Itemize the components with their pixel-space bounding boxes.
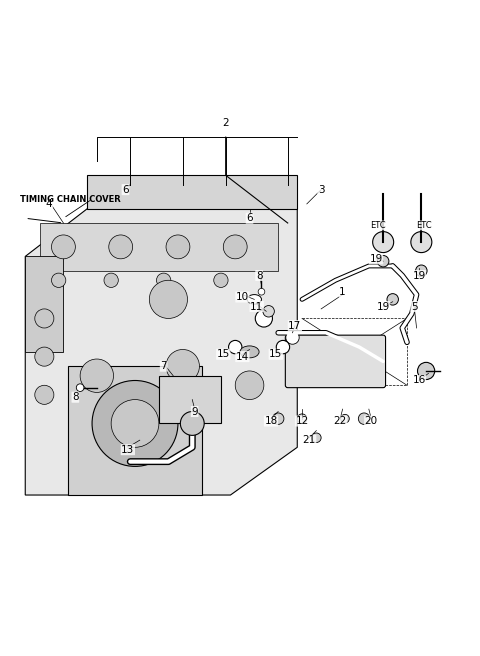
Circle shape — [149, 280, 188, 318]
Text: 4: 4 — [46, 199, 52, 209]
Circle shape — [263, 306, 275, 317]
Text: 10: 10 — [236, 292, 249, 302]
Circle shape — [312, 433, 321, 443]
Text: 13: 13 — [121, 445, 134, 455]
Text: 22: 22 — [334, 416, 347, 426]
Circle shape — [228, 340, 242, 354]
Text: 18: 18 — [264, 416, 277, 426]
Ellipse shape — [247, 295, 262, 304]
Polygon shape — [39, 223, 278, 271]
Circle shape — [166, 350, 199, 383]
Text: 8: 8 — [72, 392, 79, 402]
Circle shape — [80, 359, 114, 392]
Text: 1: 1 — [339, 287, 346, 297]
Text: 9: 9 — [192, 407, 198, 417]
Circle shape — [235, 371, 264, 400]
Text: ETC: ETC — [416, 221, 432, 230]
Text: 14: 14 — [236, 352, 249, 361]
Circle shape — [35, 309, 54, 328]
Circle shape — [76, 384, 84, 392]
Text: 17: 17 — [288, 321, 301, 331]
Circle shape — [255, 310, 273, 327]
Circle shape — [286, 331, 299, 344]
Circle shape — [104, 273, 118, 287]
Circle shape — [214, 273, 228, 287]
Circle shape — [416, 265, 427, 276]
FancyBboxPatch shape — [285, 335, 385, 388]
Text: 12: 12 — [295, 416, 309, 426]
Circle shape — [166, 235, 190, 259]
Circle shape — [341, 415, 349, 423]
Circle shape — [51, 273, 66, 287]
Circle shape — [156, 273, 171, 287]
Text: 20: 20 — [365, 416, 378, 426]
Text: 19: 19 — [370, 254, 383, 264]
Circle shape — [223, 235, 247, 259]
Circle shape — [411, 232, 432, 253]
Text: 19: 19 — [412, 270, 426, 281]
Circle shape — [359, 413, 370, 424]
Text: 8: 8 — [256, 270, 263, 281]
Text: 19: 19 — [376, 302, 390, 312]
Circle shape — [109, 235, 132, 259]
Polygon shape — [25, 209, 297, 495]
Polygon shape — [68, 366, 202, 495]
Circle shape — [276, 340, 289, 354]
Text: 2: 2 — [222, 118, 229, 128]
Text: 6: 6 — [246, 213, 253, 223]
Polygon shape — [159, 376, 221, 423]
Text: 5: 5 — [411, 302, 418, 312]
Text: ETC: ETC — [371, 221, 386, 230]
Circle shape — [258, 289, 265, 295]
Text: 15: 15 — [216, 349, 230, 359]
Circle shape — [180, 411, 204, 436]
Text: 7: 7 — [160, 361, 167, 371]
Text: TIMING CHAIN COVER: TIMING CHAIN COVER — [21, 195, 121, 203]
Circle shape — [377, 255, 389, 267]
Text: 21: 21 — [302, 435, 316, 445]
Circle shape — [372, 232, 394, 253]
Circle shape — [273, 413, 284, 424]
Text: 3: 3 — [318, 184, 324, 195]
Text: 15: 15 — [269, 349, 282, 359]
Circle shape — [35, 347, 54, 366]
Circle shape — [51, 235, 75, 259]
Circle shape — [92, 380, 178, 466]
Circle shape — [418, 362, 435, 380]
Polygon shape — [25, 256, 63, 352]
Text: 11: 11 — [250, 302, 264, 312]
Circle shape — [35, 385, 54, 404]
Polygon shape — [87, 175, 297, 209]
Text: 6: 6 — [122, 184, 129, 195]
Text: 16: 16 — [412, 375, 426, 386]
Circle shape — [111, 400, 159, 447]
Circle shape — [387, 294, 398, 305]
Ellipse shape — [240, 346, 259, 358]
Circle shape — [297, 414, 307, 423]
